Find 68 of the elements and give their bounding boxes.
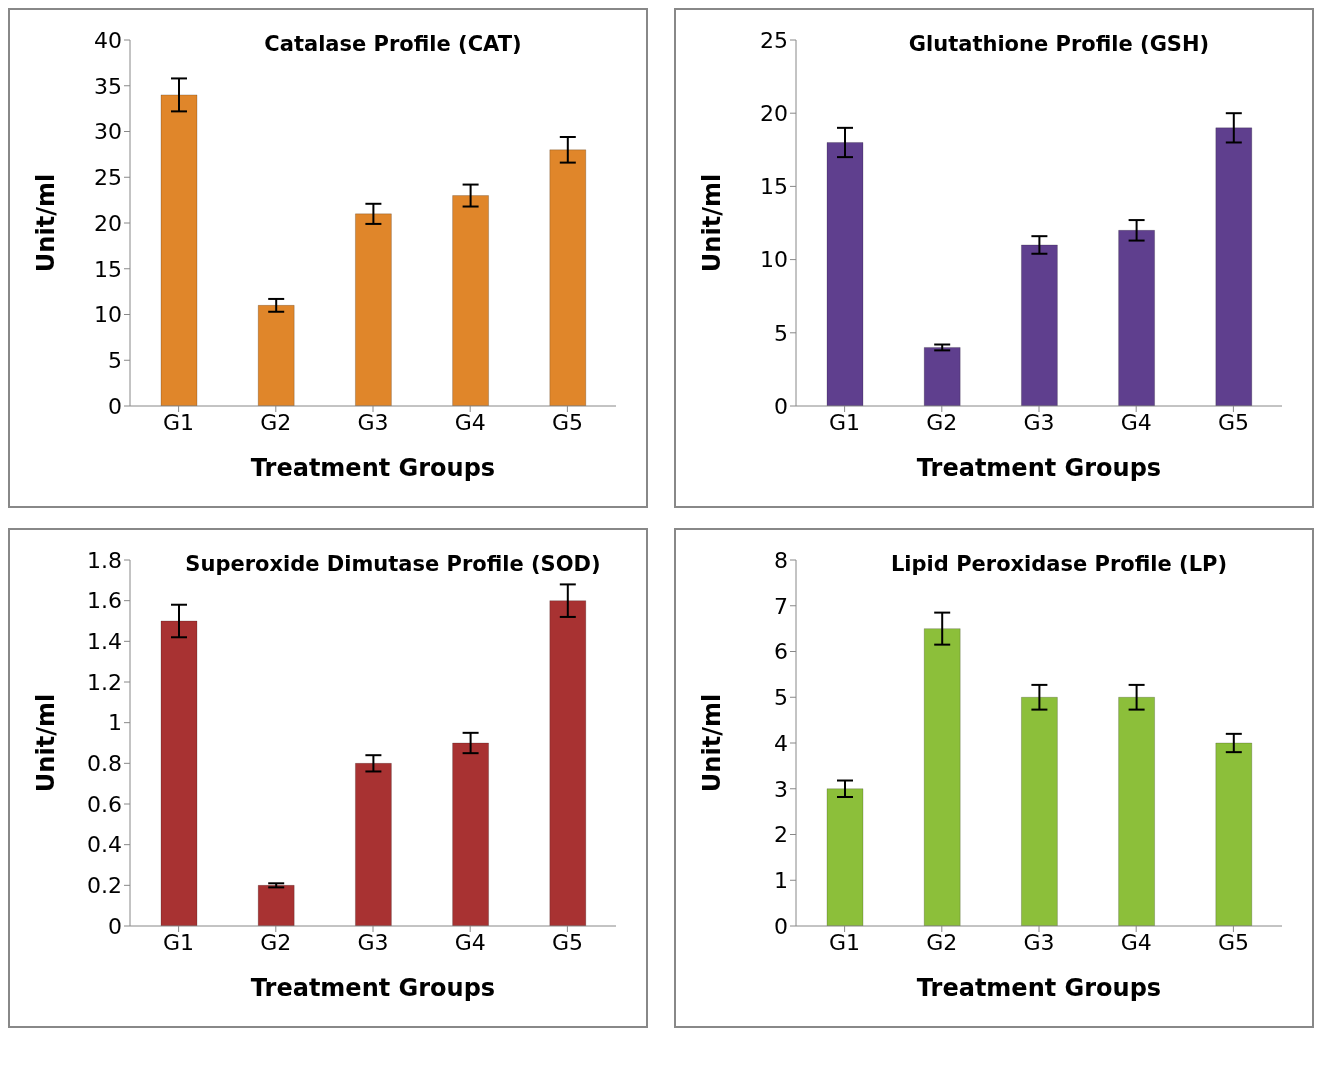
y-tick-label: 0.8 xyxy=(87,751,122,777)
y-tick-label: 5 xyxy=(774,685,788,711)
y-tick-label: 0.2 xyxy=(87,873,122,899)
y-tick-label: 0.6 xyxy=(87,791,122,817)
bar xyxy=(257,884,295,926)
x-tick-label: G1 xyxy=(829,929,861,955)
y-tick-label: 1.6 xyxy=(87,588,122,614)
y-tick-label: 0 xyxy=(108,913,122,939)
y-tick-label: 8 xyxy=(774,547,788,573)
x-tick-label: G5 xyxy=(551,929,583,955)
y-tick-label: 0.4 xyxy=(87,832,122,858)
y-tick-label: 1 xyxy=(774,868,788,894)
x-tick-label: G5 xyxy=(1217,929,1249,955)
y-tick-label: 30 xyxy=(94,119,122,145)
y-axis-title: Unit/ml xyxy=(31,693,60,793)
y-tick-label: 15 xyxy=(760,174,788,200)
x-tick-label: G5 xyxy=(551,409,583,435)
bar xyxy=(923,346,961,406)
y-axis-title: Unit/ml xyxy=(31,173,60,273)
x-tick-label: G3 xyxy=(1023,929,1055,955)
x-axis-title: Treatment Groups xyxy=(916,974,1162,1002)
x-tick-label: G5 xyxy=(1217,409,1249,435)
y-tick-label: 20 xyxy=(94,210,122,236)
y-tick-label: 35 xyxy=(94,73,122,99)
y-tick-label: 25 xyxy=(94,165,122,191)
x-tick-label: G3 xyxy=(1023,409,1055,435)
y-tick-label: 4 xyxy=(774,730,788,756)
y-tick-label: 25 xyxy=(760,27,788,53)
y-tick-label: 7 xyxy=(774,593,788,619)
y-tick-label: 1.2 xyxy=(87,669,122,695)
y-tick-label: 1.8 xyxy=(87,547,122,573)
x-tick-label: G4 xyxy=(454,929,486,955)
chart-title: Lipid Peroxidase Profile (LP) xyxy=(890,552,1228,576)
x-tick-label: G4 xyxy=(1120,409,1152,435)
y-tick-label: 3 xyxy=(774,776,788,802)
y-tick-label: 1 xyxy=(108,710,122,736)
y-tick-label: 2 xyxy=(774,822,788,848)
y-tick-label: 20 xyxy=(760,101,788,127)
x-tick-label: G4 xyxy=(1120,929,1152,955)
chart-title: Superoxide Dimutase Profile (SOD) xyxy=(184,552,602,576)
x-tick-label: G2 xyxy=(926,409,958,435)
x-axis-title: Treatment Groups xyxy=(916,454,1162,482)
x-tick-label: G2 xyxy=(260,409,292,435)
y-axis-title: Unit/ml xyxy=(697,173,726,273)
y-tick-label: 1.4 xyxy=(87,629,122,655)
y-tick-label: 6 xyxy=(774,639,788,665)
y-tick-label: 0 xyxy=(108,393,122,419)
x-axis-title: Treatment Groups xyxy=(250,974,496,1002)
x-tick-label: G1 xyxy=(163,409,195,435)
y-axis-title: Unit/ml xyxy=(697,693,726,793)
chart-title: Catalase Profile (CAT) xyxy=(263,32,523,56)
chart-title: Glutathione Profile (GSH) xyxy=(907,32,1211,56)
x-tick-label: G3 xyxy=(357,929,389,955)
x-tick-label: G4 xyxy=(454,409,486,435)
y-tick-label: 10 xyxy=(760,247,788,273)
y-tick-label: 40 xyxy=(94,27,122,53)
y-tick-label: 0 xyxy=(774,393,788,419)
x-tick-label: G1 xyxy=(829,409,861,435)
y-tick-label: 5 xyxy=(108,348,122,374)
y-tick-label: 5 xyxy=(774,320,788,346)
x-tick-label: G1 xyxy=(163,929,195,955)
x-tick-label: G2 xyxy=(260,929,292,955)
x-axis-title: Treatment Groups xyxy=(250,454,496,482)
y-tick-label: 10 xyxy=(94,302,122,328)
y-tick-label: 15 xyxy=(94,256,122,282)
y-tick-label: 0 xyxy=(774,913,788,939)
x-tick-label: G2 xyxy=(926,929,958,955)
x-tick-label: G3 xyxy=(357,409,389,435)
